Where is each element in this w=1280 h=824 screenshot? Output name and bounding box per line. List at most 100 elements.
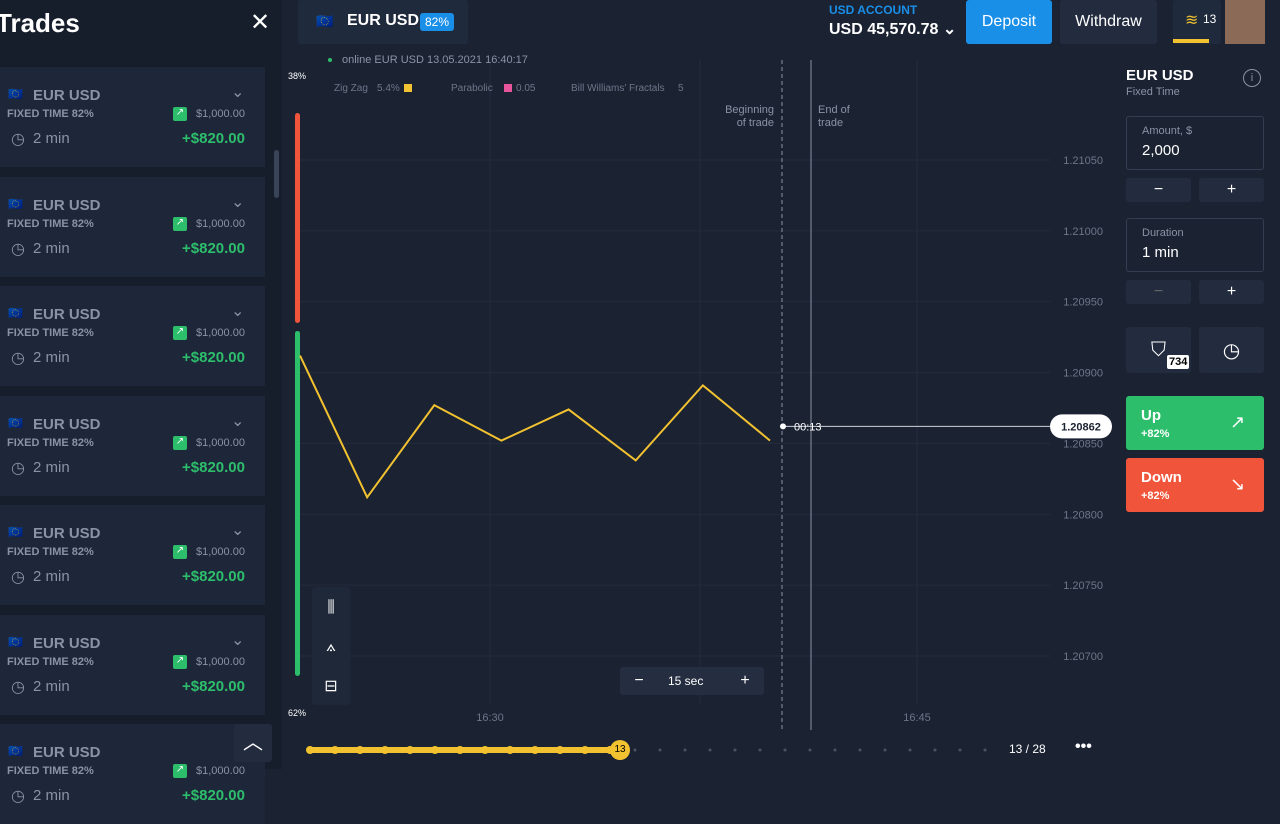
trade-amount: $1,000.00: [196, 217, 245, 230]
progress-dot: [783, 748, 787, 752]
trade-type: FIXED TIME 82%: [7, 546, 94, 558]
info[interactable]: i: [1243, 69, 1261, 87]
x-tick-label: 16:30: [476, 712, 504, 724]
flag: 🇪🇺: [8, 306, 23, 320]
chevron: ⌄: [231, 631, 245, 649]
asset-tab[interactable]: 🇪🇺 EUR USD 82%: [298, 0, 468, 44]
up-label: Up: [1141, 407, 1161, 424]
price-badge: [1050, 414, 1112, 439]
chart-tools: ⫼ ⟑ ⊟: [312, 587, 350, 705]
duration-plus[interactable]: +: [1199, 280, 1264, 304]
trade-amount: $1,000.00: [196, 108, 245, 120]
flag: 🇪🇺: [8, 415, 23, 430]
status: online EUR USD 13.05.2021 16:40:17: [342, 54, 528, 66]
trade-icon: ↗: [173, 107, 187, 121]
flag: 🇪🇺: [8, 744, 23, 758]
trade-card[interactable]: 🇪🇺EUR USD⌄FIXED TIME 82%↗$1,000.00◷2 min…: [0, 724, 265, 824]
scroll-up[interactable]: ︿: [234, 724, 272, 762]
progress-dot: [733, 748, 737, 752]
indicator: 5: [678, 83, 684, 94]
trade-pair: EUR USD: [33, 634, 101, 652]
progress-dot: [883, 748, 887, 752]
trade-card[interactable]: 🇪🇺EUR USD⌄FIXED TIME 82%↗$1,000.00◷2 min…: [0, 395, 265, 496]
trade-amount: $1,000.00: [196, 436, 245, 449]
down-label: Down: [1141, 469, 1182, 486]
flag: 🇪🇺: [8, 634, 23, 649]
interval-minus[interactable]: −: [634, 672, 644, 689]
panel-mode: Fixed Time: [1126, 86, 1180, 98]
sentiment-bar: [295, 113, 300, 323]
progress-dot: [331, 746, 339, 754]
deposit-button[interactable]: Deposit: [966, 0, 1052, 44]
status-dot: [328, 58, 332, 62]
trade-icon: ↗: [173, 545, 187, 559]
current-price: 1.20862: [1061, 421, 1101, 433]
trade-duration: 2 min: [33, 677, 70, 695]
scrollbar: [274, 150, 279, 198]
flag: 🇪🇺: [316, 13, 334, 29]
up-button[interactable]: Up +82% ↗: [1126, 396, 1264, 450]
trade-amount: $1,000.00: [196, 546, 245, 558]
trade-type: FIXED TIME 82%: [7, 655, 94, 668]
level[interactable]: ≋ 13: [1173, 0, 1221, 44]
indicator-color: [404, 84, 412, 92]
trade-icon: ↗: [173, 216, 187, 231]
trade-duration: 2 min: [33, 239, 70, 257]
trade-card[interactable]: 🇪🇺 EUR USD ⌄ FIXED TIME 82% ↗ $1,000.00 ◷ 2 min…: [0, 614, 265, 715]
flag: 🇪🇺: [8, 196, 23, 211]
indicators[interactable]: ⊟: [324, 678, 338, 695]
indicator: Bill Williams' Fractals: [571, 83, 665, 94]
withdraw-button[interactable]: Withdraw: [1060, 0, 1157, 44]
sentiment-label: 38%: [288, 71, 306, 81]
trade-card[interactable]: 🇪🇺EUR USD⌄FIXED TIME 82%↗$1,000.00◷2 min…: [0, 286, 265, 386]
amount-plus[interactable]: +: [1199, 178, 1264, 202]
payout: 82%: [420, 13, 455, 31]
clock: ◷: [11, 678, 25, 696]
trade-card[interactable]: 🇪🇺EUR USD⌄FIXED TIME 82%↗$1,000.00◷2 min…: [0, 176, 265, 277]
chart-area: [282, 50, 1116, 769]
trade-profit: +$820.00: [182, 349, 245, 366]
trade-duration: 2 min: [33, 568, 70, 585]
chart-type[interactable]: ⫼: [327, 599, 335, 616]
indicator: Zig Zag: [334, 83, 368, 94]
insurance-count: 734: [1167, 355, 1190, 369]
up-arrow: ↗: [1230, 412, 1246, 432]
close-button[interactable]: ✕: [250, 9, 271, 36]
progress-dot: [633, 748, 637, 752]
avatar[interactable]: [1225, 0, 1265, 44]
amount-input[interactable]: Amount, $ 2,000: [1126, 116, 1264, 170]
more[interactable]: •••: [1075, 738, 1092, 755]
trade-icon: ↗: [173, 654, 187, 669]
balance[interactable]: USD 45,570.78 ⌄: [829, 21, 957, 38]
amount-label: Amount, $: [1142, 125, 1193, 137]
trade-profit: +$820.00: [182, 787, 245, 804]
level-icon: ≋: [1185, 12, 1199, 29]
chevron: ⌄: [231, 412, 245, 430]
trade-card[interactable]: 🇪🇺EUR USD⌄FIXED TIME 82%↗$1,000.00◷2 min…: [0, 505, 265, 605]
y-tick-label: 1.21050: [1063, 155, 1103, 167]
trade-pair: EUR USD: [33, 415, 101, 433]
duration-input[interactable]: Duration 1 min: [1126, 218, 1264, 272]
clock: ◷: [11, 240, 25, 258]
amount-minus[interactable]: −: [1126, 178, 1191, 202]
duration-minus[interactable]: −: [1126, 280, 1191, 304]
clock: ◷: [11, 131, 25, 148]
timer-button[interactable]: ◷: [1199, 327, 1264, 373]
end-line: End of: [818, 104, 851, 116]
down-button[interactable]: Down +82% ↘: [1126, 458, 1264, 512]
trade-profit: +$820.00: [182, 677, 245, 695]
chevron: ⌄: [231, 84, 245, 101]
progress-pages: 13 / 28: [1009, 742, 1046, 756]
trade-icon: ↗: [173, 764, 187, 778]
trade-type: FIXED TIME 82%: [7, 327, 94, 339]
trade-pair: EUR USD: [33, 87, 101, 104]
trade-profit: +$820.00: [182, 239, 245, 257]
progress-dot: [531, 746, 539, 754]
trade-amount: $1,000.00: [196, 655, 245, 668]
indicator: 0.05: [516, 83, 536, 94]
interval-plus[interactable]: +: [740, 672, 750, 689]
duration-label: Duration: [1142, 227, 1184, 239]
trade-card[interactable]: 🇪🇺EUR USD⌄FIXED TIME 82%↗$1,000.00◷2 min…: [0, 67, 265, 167]
progress-dot: [833, 748, 837, 752]
drawing-tools[interactable]: ⟑: [326, 638, 336, 655]
